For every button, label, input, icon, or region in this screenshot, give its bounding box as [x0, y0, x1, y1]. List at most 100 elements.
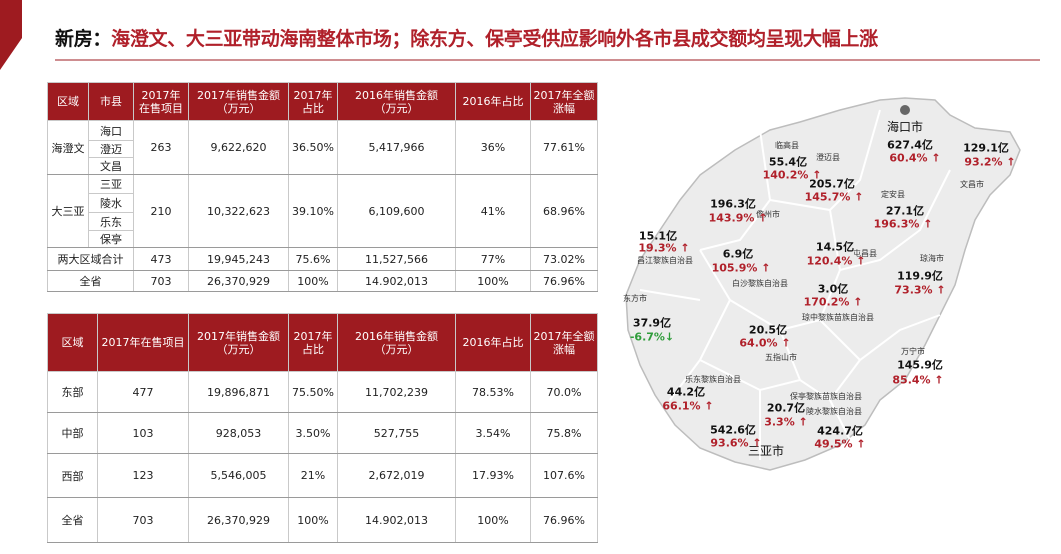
area-growth: 93.6% ↑: [710, 436, 762, 450]
corner-mark: [0, 0, 22, 70]
area-amount: 6.9亿: [722, 247, 754, 261]
value-cell: 76.96%: [530, 497, 598, 543]
area-name: 琼中黎族苗族自治县: [802, 313, 874, 322]
header-cell: 2017年 在售项目: [133, 82, 189, 121]
area-amount: 145.9亿: [897, 358, 943, 372]
city-cell: 乐东: [88, 212, 134, 231]
header-cell: 2017年销售金额 （万元）: [188, 82, 289, 121]
area-name: 保亭黎族苗族自治县: [790, 392, 862, 401]
value-cell: 2,672,019: [337, 453, 456, 498]
total-row: 全省 703 26,370,929 100% 14.902,013 100% 76.96%: [47, 270, 598, 292]
value-cell: 10,322,623: [188, 174, 289, 248]
value-cell: 11,702,239: [337, 371, 456, 413]
area-amount: 27.1亿: [885, 204, 925, 218]
value-cell: 26,370,929: [188, 270, 289, 292]
area-name: 海口市: [886, 120, 924, 134]
city-cell: 文昌: [88, 157, 134, 175]
value-cell: 中部: [47, 412, 98, 454]
area-name: 澄迈县: [816, 153, 840, 162]
area-growth: 120.4% ↑: [806, 254, 866, 268]
area-amount: 44.2亿: [666, 385, 706, 399]
value-cell: 100%: [288, 270, 338, 292]
value-cell: 3.54%: [455, 412, 531, 454]
row: 澄迈: [48, 140, 598, 158]
area-name: 屯昌县: [853, 249, 877, 258]
header-cell: 2017年销售金额 （万元）: [188, 313, 289, 372]
value-cell: 东部: [47, 371, 98, 413]
header-cell: 2016年占比: [455, 313, 531, 372]
area-growth: 73.3% ↑: [894, 283, 946, 297]
row: 全省 703 26,370,929 100% 14.902,013 100% 76.96%: [47, 497, 598, 543]
header-cell: 市县: [88, 82, 134, 121]
area-amount: 196.3亿: [710, 197, 756, 211]
value-cell: 473: [133, 247, 189, 271]
header-cell: 2017年在售项目: [97, 313, 189, 372]
value-cell: 103: [97, 412, 189, 454]
row: 大三亚 三亚 210 10,322,623 39.10% 6,109,600 41% 68.9…: [47, 174, 598, 248]
city-cell: 保亭: [88, 230, 134, 248]
area-name: 万宁市: [901, 347, 925, 356]
area-amount: 3.0亿: [817, 282, 849, 296]
area-name: 陵水黎族自治县: [806, 407, 862, 416]
value-cell: 107.6%: [530, 453, 598, 498]
header-cell: 2016年占比: [455, 82, 531, 121]
value-cell: 75.8%: [530, 412, 598, 454]
city-cell: 陵水: [88, 193, 134, 213]
header-cell: 2016年销售金额 （万元）: [337, 82, 456, 121]
value-cell: 263: [133, 120, 189, 175]
value-cell: 9,622,620: [188, 120, 289, 175]
value-cell: 100%: [455, 497, 531, 543]
value-cell: 36%: [455, 120, 531, 175]
header-cell: 区域: [47, 313, 98, 372]
header-cell: 2017年全额 涨幅: [530, 313, 598, 372]
value-cell: 3.50%: [288, 412, 338, 454]
row: 海澄文 海口 263 9,622,620 36.50% 5,417,966 36% 77.61…: [47, 120, 598, 175]
city-cell: 海口: [88, 120, 134, 141]
city-cell: 澄迈: [88, 140, 134, 158]
row: 西部 123 5,546,005 21% 2,672,019 17.93% 107.6%: [47, 453, 598, 498]
row: 东部 477 19,896,871 75.50% 11,702,239 78.53% 70.…: [47, 371, 598, 413]
area-amount: 20.5亿: [748, 323, 788, 337]
header-cell: 区域: [47, 82, 89, 121]
area-name: 白沙黎族自治县: [732, 279, 788, 288]
value-cell: 76.96%: [530, 270, 598, 292]
value-cell: 123: [97, 453, 189, 498]
area-amount: 424.7亿: [817, 424, 863, 438]
area-growth: 60.4% ↑: [889, 151, 941, 165]
value-cell: 100%: [455, 270, 531, 292]
value-cell: 19,896,871: [188, 371, 289, 413]
value-cell: 703: [133, 270, 189, 292]
value-cell: 41%: [455, 174, 531, 248]
area-growth: 145.7% ↑: [804, 190, 864, 204]
value-cell: 21%: [288, 453, 338, 498]
value-cell: 77.61%: [530, 120, 598, 175]
city-cell: 三亚: [88, 174, 134, 194]
value-cell: 全省: [47, 497, 98, 543]
value-cell: 17.93%: [455, 453, 531, 498]
title-prefix: 新房：: [55, 28, 112, 50]
header-cell: 2016年销售金额 （万元）: [337, 313, 456, 372]
value-cell: 26,370,929: [188, 497, 289, 543]
value-cell: 78.53%: [455, 371, 531, 413]
area-amount: 15.1亿: [638, 229, 678, 243]
area-amount: 37.9亿: [632, 316, 672, 330]
value-cell: 5,546,005: [188, 453, 289, 498]
area-growth: 105.9% ↑: [711, 261, 771, 275]
area-name: 琼海市: [920, 254, 944, 263]
title: 新房：海澄文、大三亚带动海南整体市场；除东方、保亭受供应影响外各市县成交额均呈现…: [55, 24, 878, 51]
region-cell: 大三亚: [47, 174, 89, 248]
value-cell: 477: [97, 371, 189, 413]
value-cell: 75.6%: [288, 247, 338, 271]
value-cell: 73.02%: [530, 247, 598, 271]
value-cell: 5,417,966: [337, 120, 456, 175]
value-cell: 77%: [455, 247, 531, 271]
row: 文昌: [48, 157, 598, 175]
total-row: 两大区域合计 473 19,945,243 75.6% 11,527,566 77% 73.…: [47, 247, 598, 271]
area-amount: 627.4亿: [887, 138, 933, 152]
value-cell: 527,755: [337, 412, 456, 454]
area-growth: 140.2% ↑: [762, 168, 822, 182]
area-growth: 196.3% ↑: [873, 217, 933, 231]
row: 乐东: [48, 212, 598, 231]
value-cell: 68.96%: [530, 174, 598, 248]
